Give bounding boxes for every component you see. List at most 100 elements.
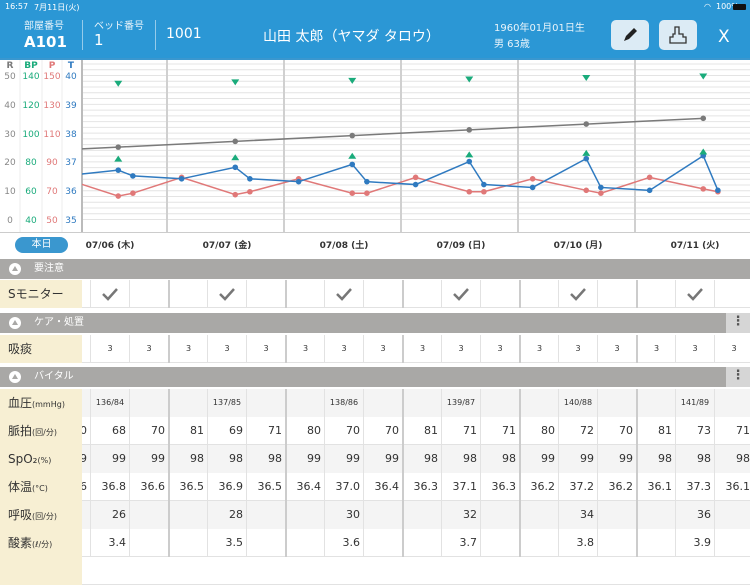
table-cell[interactable] [168, 280, 207, 308]
table-cell[interactable]: 3.5 [207, 529, 246, 557]
table-cell[interactable]: 3 [714, 335, 750, 363]
table-cell[interactable]: 36.4 [285, 473, 324, 501]
table-cell[interactable]: 37.0 [324, 473, 363, 501]
table-cell[interactable]: 73 [675, 417, 714, 445]
today-button[interactable]: 本日 [15, 237, 68, 253]
table-cell[interactable]: 99 [324, 445, 363, 473]
table-cell[interactable] [246, 529, 285, 557]
table-cell[interactable]: 98 [480, 445, 519, 473]
table-cell[interactable] [636, 501, 675, 529]
table-cell[interactable]: 98 [168, 445, 207, 473]
table-cell[interactable]: 36.5 [246, 473, 285, 501]
table-cell[interactable] [402, 529, 441, 557]
table-cell[interactable]: 68 [90, 417, 129, 445]
table-cell[interactable] [207, 280, 246, 308]
table-cell[interactable]: 36.6 [129, 473, 168, 501]
section-vital[interactable]: バイタル ⋮ [0, 367, 750, 387]
table-cell[interactable] [129, 389, 168, 417]
table-cell[interactable]: 3 [324, 335, 363, 363]
table-cell[interactable] [402, 501, 441, 529]
collapse-icon[interactable] [9, 371, 21, 383]
table-cell[interactable] [285, 529, 324, 557]
table-cell[interactable] [714, 501, 750, 529]
table-cell[interactable]: 80 [285, 417, 324, 445]
table-cell[interactable]: 37.1 [441, 473, 480, 501]
table-cell[interactable]: 99 [519, 445, 558, 473]
table-cell[interactable]: 99 [129, 445, 168, 473]
table-cell[interactable]: 36.5 [168, 473, 207, 501]
table-cell[interactable]: 99 [90, 445, 129, 473]
table-cell[interactable] [480, 529, 519, 557]
table-cell[interactable] [129, 501, 168, 529]
section-care[interactable]: ケア・処置 ⋮ [0, 313, 750, 333]
more-menu-icon[interactable]: ⋮ [726, 367, 750, 387]
table-cell[interactable]: 37.2 [558, 473, 597, 501]
table-cell[interactable]: 138/86 [324, 389, 363, 417]
table-cell[interactable]: 69 [207, 417, 246, 445]
table-cell[interactable] [558, 280, 597, 308]
table-cell[interactable]: 80 [519, 417, 558, 445]
collapse-icon[interactable] [9, 317, 21, 329]
table-cell[interactable] [363, 501, 402, 529]
table-cell[interactable]: 3 [285, 335, 324, 363]
table-cell[interactable]: 3.9 [675, 529, 714, 557]
table-cell[interactable]: 99 [558, 445, 597, 473]
table-cell[interactable] [168, 501, 207, 529]
table-cell[interactable]: 36.1 [636, 473, 675, 501]
table-cell[interactable]: 30 [324, 501, 363, 529]
table-cell[interactable]: 3.4 [90, 529, 129, 557]
edit-button[interactable] [611, 20, 649, 50]
table-cell[interactable]: 139/87 [441, 389, 480, 417]
table-cell[interactable]: 34 [558, 501, 597, 529]
table-cell[interactable]: 3 [597, 335, 636, 363]
table-cell[interactable]: 36.4 [363, 473, 402, 501]
table-cell[interactable]: 70 [363, 417, 402, 445]
table-cell[interactable] [675, 280, 714, 308]
table-cell[interactable]: 70 [597, 417, 636, 445]
table-cell[interactable]: 72 [558, 417, 597, 445]
table-cell[interactable] [714, 280, 750, 308]
table-cell[interactable]: 3 [675, 335, 714, 363]
table-cell[interactable]: 98 [714, 445, 750, 473]
table-cell[interactable]: 3 [519, 335, 558, 363]
table-cell[interactable]: 99 [597, 445, 636, 473]
table-cell[interactable] [597, 280, 636, 308]
table-cell[interactable]: 98 [402, 445, 441, 473]
table-cell[interactable] [363, 529, 402, 557]
table-cell[interactable] [246, 501, 285, 529]
table-cell[interactable] [597, 501, 636, 529]
table-cell[interactable]: 3.8 [558, 529, 597, 557]
table-cell[interactable]: 136/84 [90, 389, 129, 417]
table-cell[interactable]: 36.3 [480, 473, 519, 501]
table-cell[interactable]: 3 [636, 335, 675, 363]
table-cell[interactable]: 36.2 [519, 473, 558, 501]
table-cell[interactable] [714, 389, 750, 417]
table-cell[interactable]: 98 [636, 445, 675, 473]
table-cell[interactable]: 3.6 [324, 529, 363, 557]
table-cell[interactable]: 3 [168, 335, 207, 363]
table-cell[interactable] [363, 280, 402, 308]
table-cell[interactable] [363, 389, 402, 417]
collapse-icon[interactable] [9, 263, 21, 275]
table-cell[interactable]: 81 [168, 417, 207, 445]
table-cell[interactable] [480, 389, 519, 417]
table-cell[interactable]: 36.2 [597, 473, 636, 501]
table-cell[interactable] [246, 280, 285, 308]
table-cell[interactable]: 3 [90, 335, 129, 363]
table-cell[interactable]: 98 [675, 445, 714, 473]
table-cell[interactable] [519, 529, 558, 557]
table-cell[interactable] [285, 389, 324, 417]
table-cell[interactable]: 81 [402, 417, 441, 445]
table-cell[interactable] [129, 280, 168, 308]
table-cell[interactable]: 3 [363, 335, 402, 363]
table-cell[interactable]: 32 [441, 501, 480, 529]
table-cell[interactable]: 71 [480, 417, 519, 445]
table-cell[interactable]: 36.1 [714, 473, 750, 501]
table-cell[interactable] [402, 389, 441, 417]
table-cell[interactable]: 71 [714, 417, 750, 445]
table-cell[interactable] [285, 280, 324, 308]
table-cell[interactable]: 99 [285, 445, 324, 473]
close-button[interactable]: X [718, 27, 730, 47]
table-cell[interactable]: 98 [441, 445, 480, 473]
table-cell[interactable] [324, 280, 363, 308]
